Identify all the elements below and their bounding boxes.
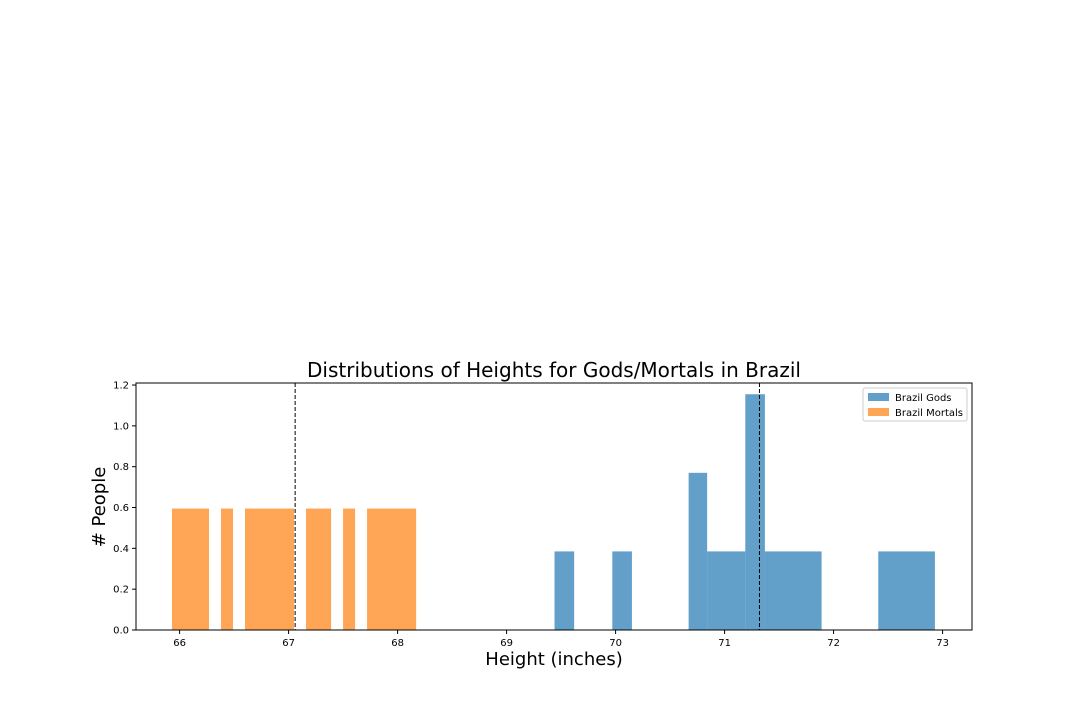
y-axis-ticks: 0.0 0.2 0.4 0.6 0.8 1.0 1.2 xyxy=(113,381,136,637)
y-axis-label: # People xyxy=(89,467,110,548)
chart-title: Distributions of Heights for Gods/Mortal… xyxy=(307,358,801,382)
x-axis-label: Height (inches) xyxy=(485,649,622,670)
legend-label: Brazil Mortals xyxy=(895,408,963,419)
y-tick-label: 0.2 xyxy=(113,585,129,596)
y-tick-label: 0.4 xyxy=(113,544,129,555)
gods-bar-0 xyxy=(554,551,575,630)
y-tick-label: 1.2 xyxy=(113,381,129,392)
x-axis-ticks: 66 67 68 69 70 71 72 73 xyxy=(173,630,949,649)
x-tick-label: 67 xyxy=(282,638,295,649)
mortals-bar-3 xyxy=(306,508,332,630)
gods-bar-3 xyxy=(707,551,746,630)
mortals-bar-1 xyxy=(221,508,234,630)
y-tick-label: 0.6 xyxy=(113,503,129,514)
gods-bar-2 xyxy=(688,472,708,630)
gods-bar-5 xyxy=(764,551,822,630)
legend-label: Brazil Gods xyxy=(895,393,952,404)
y-tick-label: 1.0 xyxy=(113,421,129,432)
gods-bar-6 xyxy=(878,551,935,630)
mortals-bar-2 xyxy=(245,508,295,630)
x-tick-label: 72 xyxy=(827,638,840,649)
legend-swatch xyxy=(868,393,889,401)
x-tick-label: 68 xyxy=(391,638,404,649)
y-tick-label: 0.0 xyxy=(113,626,129,637)
x-tick-label: 69 xyxy=(500,638,513,649)
gods-bar-1 xyxy=(612,551,632,630)
gods-bar-4 xyxy=(745,394,765,630)
mean-lines-layer xyxy=(294,383,760,630)
mortals-bar-0 xyxy=(171,508,210,630)
legend-swatch xyxy=(868,408,889,416)
mortals-bar-4 xyxy=(343,508,356,630)
bars-layer xyxy=(171,394,935,630)
x-tick-label: 70 xyxy=(609,638,622,649)
legend: Brazil Gods Brazil Mortals xyxy=(862,387,968,422)
plot-frame xyxy=(135,382,973,631)
y-tick-label: 0.8 xyxy=(113,462,129,473)
x-tick-label: 73 xyxy=(936,638,949,649)
x-tick-label: 66 xyxy=(173,638,186,649)
mortals-bar-5 xyxy=(367,508,417,630)
x-tick-label: 71 xyxy=(718,638,731,649)
